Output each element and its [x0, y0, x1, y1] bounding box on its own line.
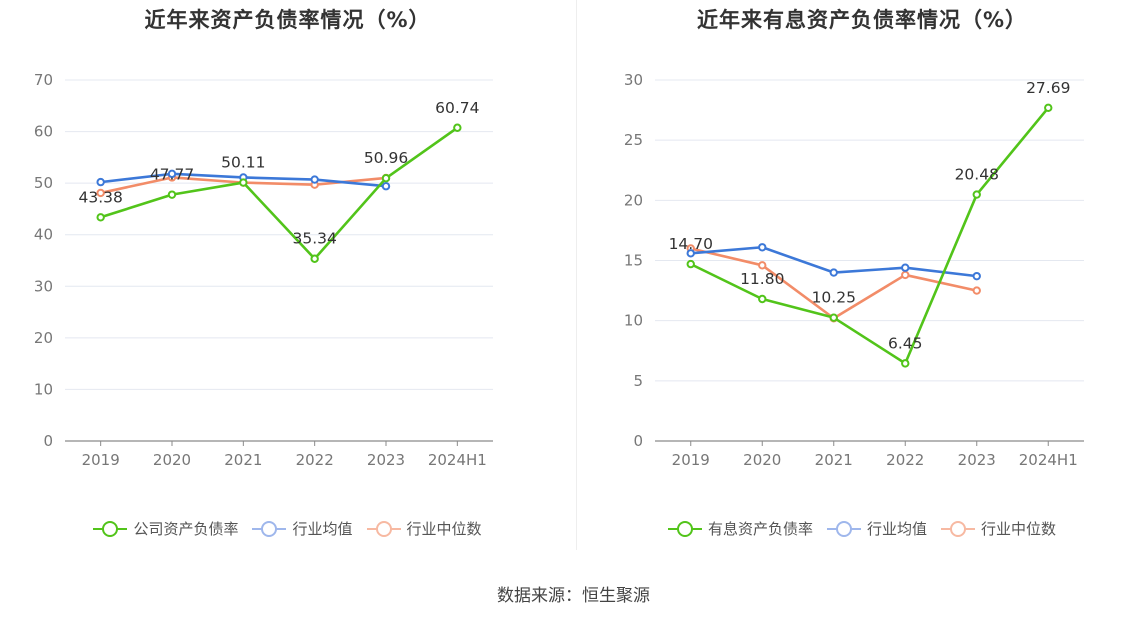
legend-marker-icon [252, 520, 287, 537]
line-chart-interest-bearing: 0 5 10 15 20 25 30 2019 2020 2021 2022 2023 2024H1 14… [624, 71, 1084, 469]
data-point [310, 254, 319, 263]
y-tick-label: 15 [624, 252, 643, 270]
line-chart-asset-liability: 0 10 20 30 40 50 60 70 2019 2020 2021 2022 2023 2024H… [34, 71, 493, 469]
series-line [690, 247, 978, 320]
x-tick-label: 2022 [296, 451, 334, 469]
data-point [972, 286, 981, 295]
x-tick-label: 2020 [153, 451, 191, 469]
y-tick-label: 0 [43, 432, 53, 450]
legend-marker-icon [667, 520, 702, 537]
legend-item-industry-median[interactable]: 行业中位数 [366, 518, 482, 539]
legend-label: 公司资产负债率 [133, 520, 239, 538]
data-label: 10.25 [812, 289, 856, 307]
data-point [453, 123, 462, 132]
data-label: 60.74 [435, 99, 479, 117]
legend-label: 有息资产负债率 [707, 520, 813, 538]
legend-marker-icon [941, 520, 975, 537]
legend-item-industry-avg[interactable]: 行业均值 [252, 518, 353, 539]
legend: 公司资产负债率 行业均值 行业中位数 [0, 518, 575, 539]
data-point [829, 313, 838, 322]
legend-label: 行业中位数 [981, 520, 1057, 538]
chart-title: 近年来有息资产负债率情况（%） [696, 8, 1028, 32]
y-tick-label: 10 [34, 380, 53, 398]
y-tick-label: 5 [633, 372, 643, 390]
data-point [381, 182, 391, 191]
data-point [310, 175, 319, 184]
data-point [96, 177, 105, 187]
x-tick-label: 2021 [224, 451, 262, 469]
y-tick-label: 70 [34, 71, 53, 89]
y-tick-label: 30 [624, 71, 643, 89]
x-tick-label: 2023 [958, 451, 996, 469]
x-tick-label: 2019 [82, 451, 120, 469]
legend-item-company[interactable]: 有息资产负债率 [667, 518, 813, 539]
data-label: 50.96 [364, 149, 408, 167]
legend-label: 行业中位数 [406, 520, 482, 538]
x-tick-label: 2024H1 [428, 451, 487, 469]
legend-marker-icon [93, 520, 128, 537]
data-point [758, 243, 767, 252]
y-tick-label: 60 [34, 123, 53, 141]
data-label: 43.38 [78, 188, 122, 206]
x-tick-label: 2022 [886, 451, 924, 469]
data-point [96, 213, 105, 222]
legend-label: 行业均值 [866, 520, 927, 538]
legend-label: 行业均值 [292, 520, 353, 538]
legend: 有息资产负债率 行业均值 行业中位数 [577, 518, 1147, 539]
data-label: 6.45 [888, 334, 923, 352]
data-point [1044, 103, 1053, 112]
data-point [758, 261, 767, 270]
data-point [167, 190, 177, 199]
legend-item-industry-avg[interactable]: 行业均值 [826, 518, 927, 539]
data-point [758, 294, 767, 304]
legend-marker-icon [826, 520, 861, 537]
x-tick-label: 2020 [743, 451, 781, 469]
legend-marker-icon [366, 520, 401, 537]
x-tick-label: 2021 [815, 451, 853, 469]
data-point [901, 270, 910, 280]
x-tick-label: 2024H1 [1019, 451, 1078, 469]
chart-title: 近年来资产负债率情况（%） [144, 8, 431, 32]
data-point [829, 268, 838, 277]
y-tick-label: 10 [624, 312, 643, 330]
data-point [96, 188, 105, 198]
data-point [972, 271, 981, 281]
data-label: 47.77 [150, 166, 194, 184]
data-source-note: 数据来源：恒生聚源 [497, 586, 650, 606]
legend-item-industry-median[interactable]: 行业中位数 [941, 518, 1056, 539]
data-label: 35.34 [292, 230, 336, 248]
data-point [686, 259, 695, 269]
y-tick-label: 25 [624, 131, 643, 149]
panel-divider [576, 0, 577, 550]
data-label: 11.80 [740, 270, 784, 288]
data-point [686, 249, 695, 258]
y-tick-label: 30 [34, 277, 53, 295]
series-line [100, 126, 459, 261]
data-label: 27.69 [1026, 79, 1070, 97]
chart-panel-interest-bearing: 近年来有息资产负债率情况（%） 0 5 10 15 20 25 30 2019 2020 2021… [577, 0, 1147, 560]
y-tick-label: 20 [34, 329, 53, 347]
y-tick-label: 40 [34, 226, 53, 244]
data-point [381, 173, 391, 183]
data-point [901, 359, 910, 368]
legend-item-company[interactable]: 公司资产负债率 [93, 518, 238, 539]
x-tick-label: 2023 [367, 451, 405, 469]
y-tick-label: 50 [34, 174, 53, 192]
data-point [239, 178, 248, 187]
data-point [901, 263, 910, 272]
data-label: 50.11 [221, 154, 265, 172]
data-point [972, 190, 981, 199]
chart-panel-asset-liability: 近年来资产负债率情况（%） 0 10 20 30 40 50 60 70 2019 2020 202… [0, 0, 575, 560]
y-tick-label: 0 [633, 432, 643, 450]
y-tick-label: 20 [624, 191, 643, 209]
data-label: 14.70 [669, 235, 713, 253]
series-line [690, 106, 1050, 365]
data-point [167, 169, 177, 179]
data-label: 20.48 [955, 166, 999, 184]
x-tick-label: 2019 [672, 451, 710, 469]
